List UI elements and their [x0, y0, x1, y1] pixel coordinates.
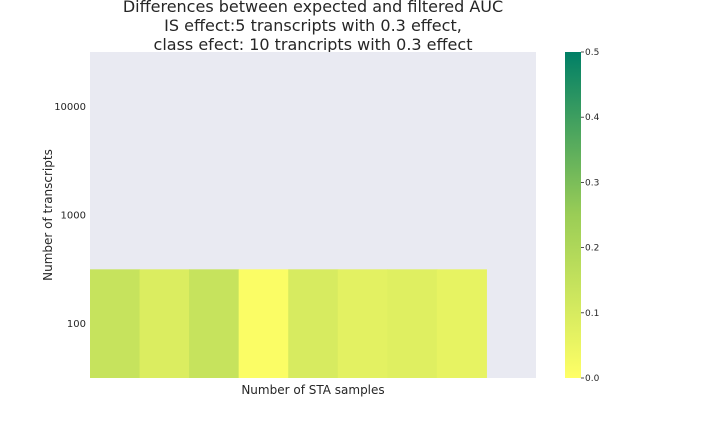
y-tick-label: 100: [67, 319, 86, 330]
heatmap-cell-5: [337, 269, 388, 378]
chart-title-line-1: Differences between expected and filtere…: [122, 0, 504, 16]
y-tick-label: 1000: [61, 211, 86, 222]
colorbar-tick-label: 0.4: [585, 113, 600, 123]
heatmap-cell-0: [90, 269, 141, 378]
chart-title-line-3: class efect: 10 trancripts with 0.3 effe…: [153, 35, 473, 54]
colorbar-tick-label: 0.5: [585, 48, 599, 58]
heatmap-cell-3: [238, 269, 289, 378]
heatmap-cell-2: [189, 269, 240, 378]
chart-title-line-2: IS effect:5 transcripts with 0.3 effect,: [164, 16, 462, 35]
colorbar-tick-label: 0.2: [585, 244, 599, 254]
colorbar-tick-label: 0.1: [585, 309, 599, 319]
heatmap-cell-7: [436, 269, 487, 378]
y-axis-label: Number of transcripts: [41, 149, 55, 281]
y-tick-label: 10000: [54, 102, 86, 113]
colorbar-tick-label: 0.3: [585, 178, 599, 188]
heatmap-cell-6: [387, 269, 438, 378]
x-axis-label: Number of STA samples: [241, 383, 384, 397]
heatmap-cell-1: [139, 269, 190, 378]
colorbar: [565, 52, 581, 378]
heatmap-cell-4: [288, 269, 339, 378]
chart-title: Differences between expected and filtere…: [90, 0, 536, 54]
colorbar-tick-label: 0.0: [585, 374, 600, 384]
